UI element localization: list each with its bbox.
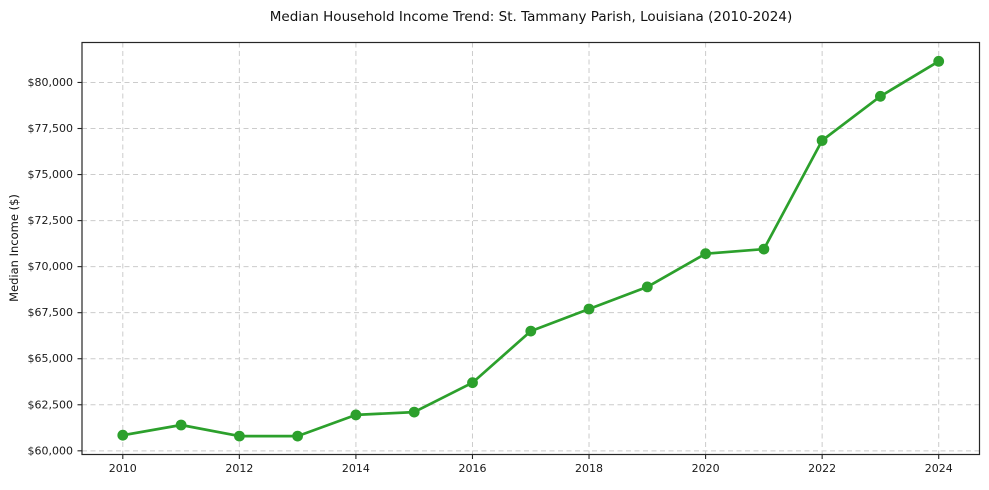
data-point-2022 xyxy=(816,135,828,146)
chart-title: Median Household Income Trend: St. Tamma… xyxy=(269,9,793,25)
data-point-2019 xyxy=(641,281,653,293)
x-axis-tick-label: 2024 xyxy=(925,462,953,475)
data-point-2012 xyxy=(234,430,245,442)
y-axis-tick-label: $75,000 xyxy=(28,168,74,181)
income-trend-line xyxy=(121,59,941,438)
data-point-2017 xyxy=(525,325,537,337)
y-axis-tick-label: $70,000 xyxy=(28,260,74,273)
data-point-2011 xyxy=(175,419,187,431)
data-point-2023 xyxy=(875,90,886,102)
y-axis-tick-label: $77,500 xyxy=(28,122,74,135)
data-point-2016 xyxy=(467,377,478,389)
y-axis-tick-label: $65,000 xyxy=(28,352,74,365)
data-point-2015 xyxy=(408,406,420,418)
data-point-2014 xyxy=(350,409,362,421)
y-axis-tick-label: $60,000 xyxy=(28,444,74,457)
x-axis-tick-label: 2018 xyxy=(575,462,603,475)
x-axis-tick-label: 2016 xyxy=(458,462,486,475)
data-point-2010 xyxy=(117,429,129,441)
x-axis-tick-label: 2010 xyxy=(109,462,137,475)
y-axis-tick-label: $62,500 xyxy=(28,398,74,411)
x-axis-tick-label: 2012 xyxy=(225,462,253,475)
x-axis-tick-label: 2014 xyxy=(342,462,370,475)
data-point-2021 xyxy=(758,243,770,255)
x-axis-tick-label: 2020 xyxy=(692,462,720,475)
y-axis-tick-label: $72,500 xyxy=(28,214,74,227)
data-point-2018 xyxy=(583,303,595,315)
data-point-2024 xyxy=(933,55,945,67)
plot-border xyxy=(81,41,981,456)
x-axis-tick-label: 2022 xyxy=(808,462,836,475)
data-point-2013 xyxy=(292,430,303,442)
y-axis-tick-label: $80,000 xyxy=(28,76,74,89)
y-axis-tick-label: $67,500 xyxy=(28,306,74,319)
data-point-2020 xyxy=(700,248,711,260)
